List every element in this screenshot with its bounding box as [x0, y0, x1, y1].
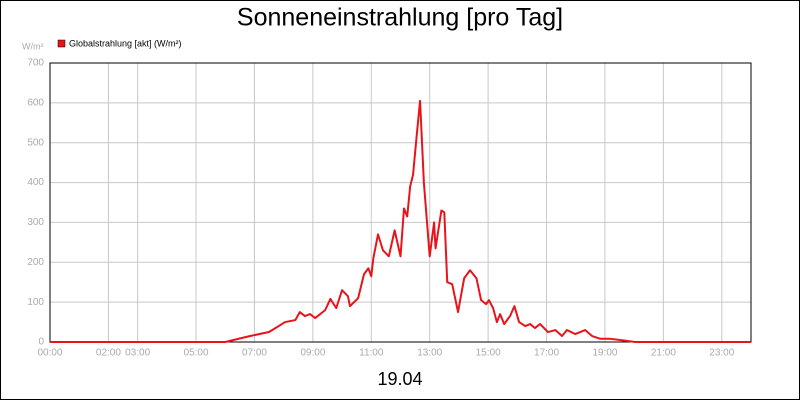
legend-swatch: [57, 39, 66, 48]
x-tick-label: 03:00: [125, 348, 150, 359]
y-tick-label: 0: [38, 337, 44, 348]
x-tick-label: 17:00: [534, 348, 559, 359]
y-tick-label: 300: [27, 217, 44, 228]
y-tick-label: 600: [27, 97, 44, 108]
plot-area: [50, 63, 751, 342]
y-tick-label: 100: [27, 297, 44, 308]
x-tick-label: 00:00: [37, 348, 62, 359]
chart-title: Sonneneinstrahlung [pro Tag]: [237, 4, 563, 32]
x-tick-label: 07:00: [242, 348, 267, 359]
date-label: 19.04: [377, 369, 422, 389]
x-tick-label: 21:00: [651, 348, 676, 359]
plot: 0 100 200 300 400 500 600 700 00:00 02:00 03:00 05:…: [27, 38, 752, 359]
y-tick-label: 200: [27, 257, 44, 268]
legend-label: Globalstrahlung [akt] (W/m²): [69, 38, 182, 48]
x-tick-label: 15:00: [476, 348, 501, 359]
y-unit: W/m²: [22, 41, 44, 51]
y-tick-label: 700: [27, 58, 44, 69]
y-tick-label: 500: [27, 137, 44, 148]
x-tick-label: 23:00: [709, 348, 734, 359]
data-line: [50, 99, 751, 343]
y-tick-label: 400: [27, 177, 44, 188]
plot-border: [49, 62, 752, 343]
x-tick-label: 19:00: [592, 348, 617, 359]
x-tick-label: 09:00: [300, 348, 325, 359]
x-tick-label: 02:00: [96, 348, 121, 359]
x-tick-label: 05:00: [184, 348, 209, 359]
x-tick-label: 11:00: [359, 348, 384, 359]
x-tick-label: 13:00: [417, 348, 442, 359]
